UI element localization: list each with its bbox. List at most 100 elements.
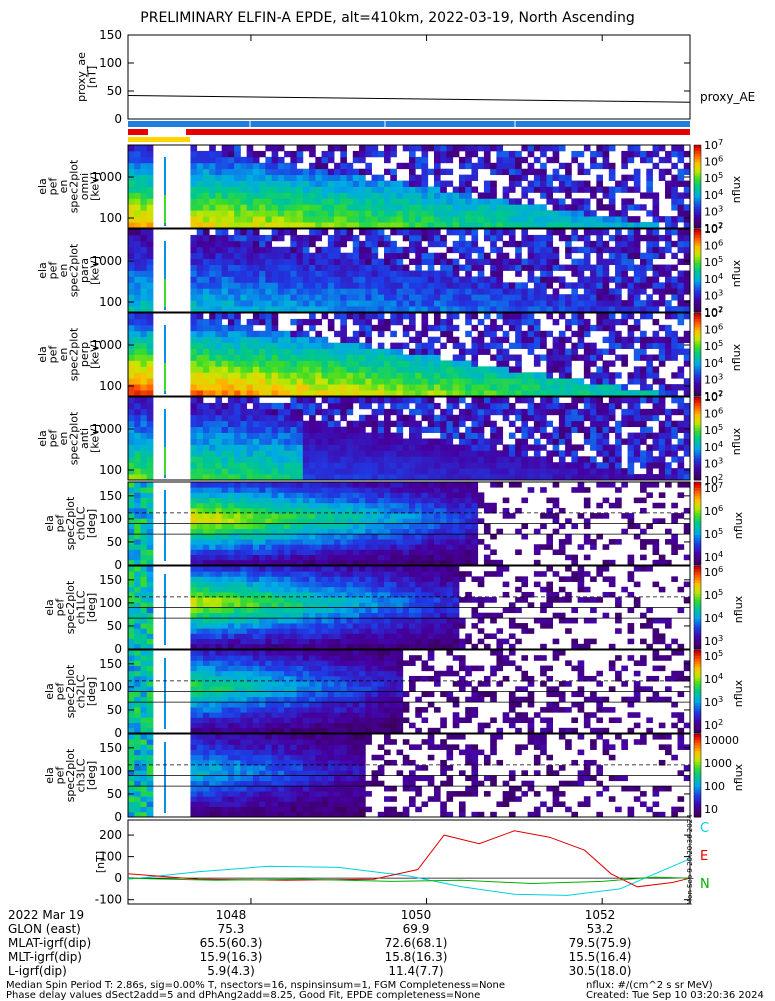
spectrogram-cell	[278, 343, 285, 349]
pa-cell	[209, 513, 216, 519]
spectrogram-cell	[303, 372, 310, 378]
spectrogram-cell	[553, 337, 560, 343]
spectrogram-cell	[347, 163, 354, 169]
spectrogram-cell	[190, 157, 197, 163]
spectrogram-cell	[440, 468, 447, 474]
spectrogram-cell	[559, 235, 566, 241]
pa-cell	[303, 539, 310, 545]
pa-cell	[390, 539, 397, 545]
spectrogram-cell	[471, 282, 478, 288]
spectrogram-cell	[334, 306, 341, 312]
spectrogram-cell	[515, 415, 522, 421]
spectrogram-cell	[421, 372, 428, 378]
spectrogram-cell	[240, 409, 247, 415]
spectrogram-cell	[372, 409, 379, 415]
spectrogram-cell	[540, 175, 547, 181]
spectrogram-cell	[390, 145, 397, 151]
spectrogram-cell	[372, 187, 379, 193]
spectrogram-cell	[322, 462, 329, 468]
spectrogram-cell	[678, 294, 685, 300]
pa-cell	[147, 503, 154, 509]
spectrogram-cell	[590, 187, 597, 193]
spectrogram-cell	[309, 325, 316, 331]
spectrogram-cell	[503, 384, 510, 390]
pa-cell	[378, 482, 385, 488]
spectrogram-cell	[215, 247, 222, 253]
spectrogram-cell	[334, 204, 341, 210]
spectrogram-cell	[253, 247, 260, 253]
spectrogram-cell	[584, 229, 591, 235]
spectrogram-cell	[209, 319, 216, 325]
spectrogram-cell	[634, 444, 641, 450]
spectrogram-cell	[240, 181, 247, 187]
spectrogram-cell	[578, 319, 585, 325]
spectrogram-cell	[409, 247, 416, 253]
ae-ylabel: proxy_ae[nT]	[75, 52, 99, 102]
spectrogram-cell	[465, 384, 472, 390]
spectrogram-cell	[347, 229, 354, 235]
spectrogram-cell	[671, 198, 678, 204]
spectrogram-cell	[440, 204, 447, 210]
spectrogram-cell	[684, 355, 691, 361]
spectrogram-cell	[565, 366, 572, 372]
pa-cell	[353, 498, 360, 504]
spectrogram-cell	[521, 390, 528, 396]
spectrogram-cell	[384, 390, 391, 396]
spectrogram-cell	[528, 390, 535, 396]
pa-cell	[397, 529, 404, 535]
spectrogram-cell	[228, 415, 235, 421]
spectrogram-cell	[671, 349, 678, 355]
spectrogram-cell	[659, 337, 666, 343]
pa-cell	[215, 544, 222, 550]
spectrogram-cell	[190, 282, 197, 288]
spectrogram-cell	[384, 259, 391, 265]
pa-cell	[284, 534, 291, 540]
spectrogram-cell	[528, 181, 535, 187]
spectrogram-cell	[628, 204, 635, 210]
spectrogram-cell	[278, 415, 285, 421]
spectrogram-cell	[609, 403, 616, 409]
spectrogram-cell	[540, 372, 547, 378]
spectrogram-cell	[147, 325, 154, 331]
spectrogram-cell	[147, 313, 154, 319]
spectrogram-cell	[534, 462, 541, 468]
spectrogram-cell	[309, 306, 316, 312]
spectrogram-cell	[684, 210, 691, 216]
spectrogram-cell	[372, 378, 379, 384]
spectrogram-cell	[309, 259, 316, 265]
spectrogram-cell	[440, 145, 447, 151]
spectrogram-cell	[540, 145, 547, 151]
spectrogram-cell	[340, 192, 347, 198]
spectrogram-cell	[509, 462, 516, 468]
spectrogram-cell	[609, 288, 616, 294]
spectrogram-cell	[684, 259, 691, 265]
spectrogram-cell	[428, 253, 435, 259]
spectrogram-cell	[596, 271, 603, 277]
spectrogram-cell	[640, 456, 647, 462]
pa-cell	[222, 513, 229, 519]
spectrogram-cell	[496, 439, 503, 445]
spectrogram-cell	[365, 253, 372, 259]
spectrogram-cell	[434, 325, 441, 331]
spectrogram-cell	[459, 415, 466, 421]
spectrogram-cell	[484, 288, 491, 294]
spectrogram-cell	[609, 187, 616, 193]
spectrogram-cell	[397, 276, 404, 282]
spectrogram-cell	[147, 288, 154, 294]
spectrogram-cell	[190, 427, 197, 433]
spectrogram-cell	[659, 474, 666, 480]
spectrogram-cell	[465, 409, 472, 415]
spectrogram-cell	[322, 192, 329, 198]
pa-cell	[315, 492, 322, 498]
spectrogram-cell	[240, 325, 247, 331]
pa-cell	[334, 498, 341, 504]
spectrogram-cell	[659, 355, 666, 361]
spectrogram-cell	[478, 288, 485, 294]
spectrogram-cell	[459, 241, 466, 247]
spectrogram-cell	[297, 397, 304, 403]
spectrogram-cell	[228, 403, 235, 409]
spectrogram-cell	[615, 271, 622, 277]
spectrogram-cell	[197, 216, 204, 222]
spectrogram-cell	[359, 349, 366, 355]
spectrogram-cell	[596, 145, 603, 151]
